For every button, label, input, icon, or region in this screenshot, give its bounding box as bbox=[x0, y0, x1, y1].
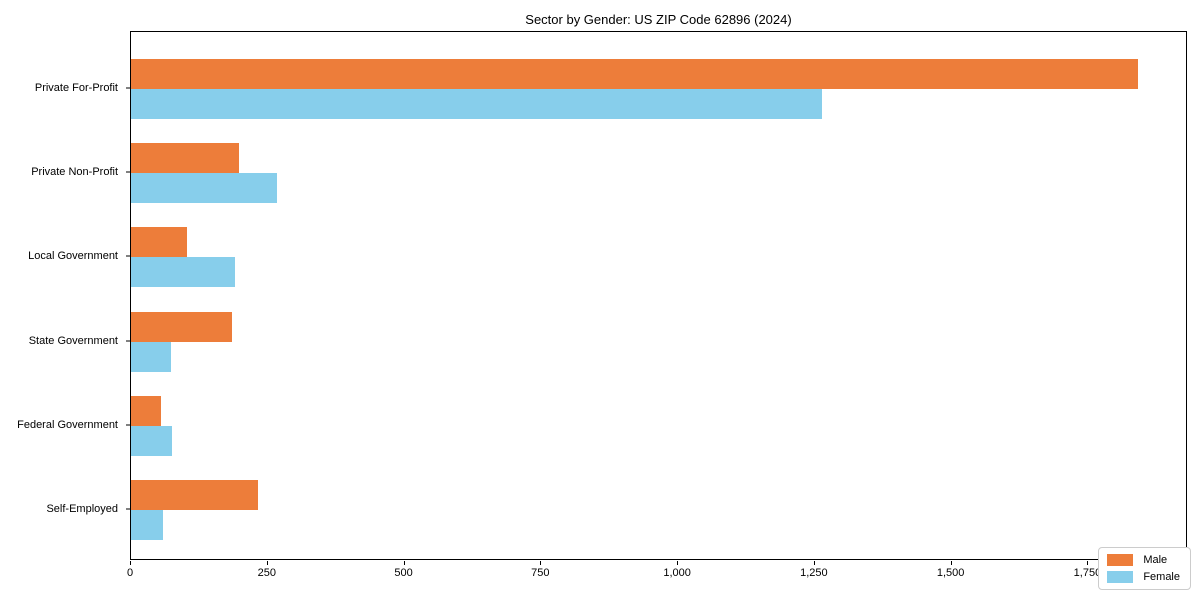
bar-male-self-employed bbox=[131, 480, 258, 510]
bar-male-private-non-profit bbox=[131, 143, 239, 174]
ytick-label-state-government: State Government bbox=[28, 334, 118, 347]
bar-female-federal-government bbox=[131, 425, 172, 456]
bar-female-private-for-profit bbox=[131, 89, 822, 119]
ytick-mark bbox=[126, 508, 130, 510]
xtick-mark bbox=[403, 561, 405, 565]
xtick-mark bbox=[266, 561, 268, 565]
legend-entry-male: Male bbox=[1107, 554, 1180, 566]
xtick-label-1-000: 1,000 bbox=[663, 567, 691, 579]
xtick-mark bbox=[950, 561, 952, 565]
xtick-mark bbox=[130, 561, 131, 565]
ytick-label-local-government: Local Government bbox=[28, 250, 118, 263]
legend-swatch-female bbox=[1107, 571, 1134, 583]
bar-male-private-for-profit bbox=[131, 59, 1138, 89]
xtick-label-500: 500 bbox=[394, 567, 413, 579]
bar-male-federal-government bbox=[131, 395, 161, 426]
xtick-mark bbox=[540, 561, 542, 565]
xtick-label-1-250: 1,250 bbox=[800, 567, 828, 579]
legend: Male Female bbox=[1098, 547, 1191, 590]
xtick-mark bbox=[1087, 561, 1089, 565]
xtick-mark bbox=[677, 561, 679, 565]
legend-swatch-male bbox=[1107, 554, 1134, 566]
legend-label-female: Female bbox=[1143, 571, 1180, 583]
xtick-label-750: 750 bbox=[531, 567, 550, 579]
bar-female-state-government bbox=[131, 341, 171, 372]
bar-female-private-non-profit bbox=[131, 173, 277, 204]
xtick-mark bbox=[813, 561, 815, 565]
legend-entry-female: Female bbox=[1107, 571, 1180, 583]
ytick-mark bbox=[126, 424, 130, 426]
xtick-label-1-750: 1,750 bbox=[1073, 567, 1102, 579]
plot-area bbox=[130, 31, 1187, 560]
ytick-label-private-for-profit: Private For-Profit bbox=[34, 82, 118, 94]
ytick-label-self-employed: Self-Employed bbox=[46, 503, 118, 515]
ytick-mark bbox=[126, 171, 130, 173]
chart-title: Sector by Gender: US ZIP Code 62896 (202… bbox=[525, 12, 792, 27]
ytick-label-private-non-profit: Private Non-Profit bbox=[31, 166, 118, 179]
bar-male-local-government bbox=[131, 227, 187, 258]
xtick-label-1-500: 1,500 bbox=[936, 567, 965, 579]
legend-label-male: Male bbox=[1143, 554, 1168, 566]
ytick-mark bbox=[126, 87, 130, 89]
bar-female-local-government bbox=[131, 257, 235, 288]
ytick-label-federal-government: Federal Government bbox=[17, 418, 118, 431]
ytick-mark bbox=[126, 340, 130, 342]
xtick-label-0: 0 bbox=[126, 567, 134, 579]
bar-female-self-employed bbox=[131, 510, 163, 540]
ytick-mark bbox=[126, 255, 130, 257]
xtick-label-250: 250 bbox=[257, 567, 276, 579]
bar-male-state-government bbox=[131, 311, 232, 342]
